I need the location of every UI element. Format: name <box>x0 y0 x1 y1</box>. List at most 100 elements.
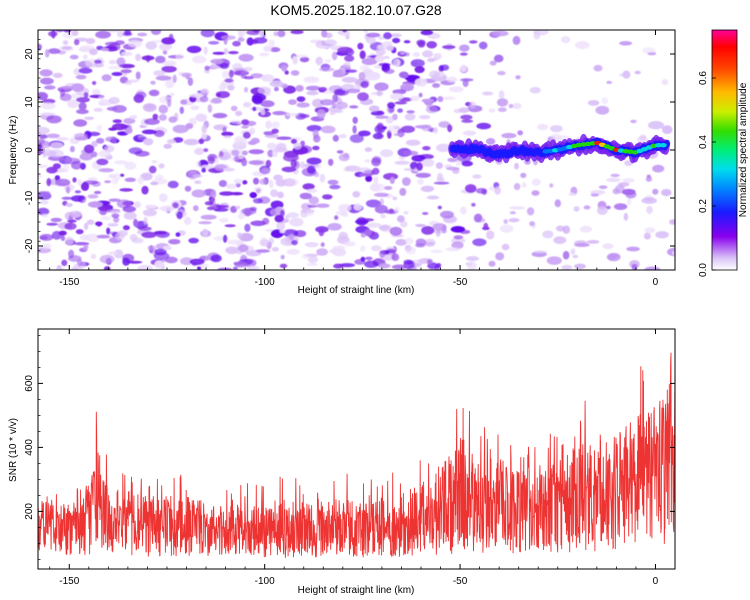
noise-blob <box>366 32 381 38</box>
noise-blob <box>215 204 229 209</box>
snr-x-axis: -150 -100 -50 0 <box>49 329 676 587</box>
noise-blob <box>124 127 133 134</box>
noise-blob <box>363 30 369 34</box>
noise-blob <box>422 212 429 215</box>
colorbar: 0.0 0.2 0.4 0.6 Normalized spectral amplitu… <box>698 29 749 277</box>
noise-blob <box>60 85 75 89</box>
noise-blob <box>141 231 157 238</box>
noise-blob <box>38 92 48 101</box>
noise-blob <box>587 100 600 106</box>
noise-blob <box>269 179 274 189</box>
noise-blob <box>320 99 334 106</box>
noise-blob <box>65 236 74 245</box>
noise-blob <box>415 172 431 178</box>
noise-blob <box>228 51 239 55</box>
noise-blob <box>150 30 162 35</box>
noise-blob <box>365 71 381 81</box>
noise-blob <box>302 183 315 190</box>
noise-blob <box>137 176 144 185</box>
noise-blob <box>606 177 621 183</box>
noise-blob <box>359 64 370 71</box>
noise-blob <box>424 238 436 247</box>
noise-blob <box>435 230 441 237</box>
noise-blob <box>508 218 520 223</box>
noise-blob <box>65 203 73 207</box>
noise-blob <box>202 228 209 238</box>
noise-blob <box>159 205 175 212</box>
noise-blob <box>242 180 248 185</box>
spectrogram-y-label: Frequency (Hz) <box>8 116 19 185</box>
noise-blob <box>378 36 385 40</box>
noise-blob <box>201 132 207 140</box>
noise-blob <box>397 215 405 223</box>
noise-blob <box>114 249 124 259</box>
noise-blob <box>332 134 339 142</box>
noise-blob <box>259 239 270 247</box>
noise-blob <box>383 32 392 40</box>
noise-blob <box>521 182 527 188</box>
noise-blob <box>343 152 350 159</box>
noise-blob <box>83 92 89 99</box>
noise-blob <box>304 242 319 248</box>
noise-blob <box>50 217 62 223</box>
noise-blob <box>495 252 505 261</box>
noise-blob <box>355 219 369 225</box>
noise-blob <box>398 71 409 79</box>
noise-blob <box>271 121 280 129</box>
noise-blob <box>196 160 201 168</box>
noise-blob <box>283 153 299 162</box>
noise-blob <box>414 66 425 74</box>
noise-blob <box>601 97 609 105</box>
noise-blob <box>115 231 125 241</box>
noise-blob <box>93 190 102 195</box>
noise-blob <box>230 192 244 196</box>
noise-blob <box>244 208 252 217</box>
noise-blob <box>338 204 352 212</box>
noise-blob <box>225 246 239 255</box>
noise-blob <box>219 62 229 69</box>
noise-blob <box>108 251 118 256</box>
noise-blob <box>188 237 199 244</box>
noise-blob <box>191 262 198 266</box>
noise-blob <box>248 160 264 166</box>
noise-blob <box>331 102 336 109</box>
noise-blob <box>99 207 107 216</box>
noise-blob <box>44 49 50 58</box>
noise-blob <box>512 35 521 45</box>
x-tick-label: -150 <box>59 576 79 587</box>
noise-blob <box>475 187 487 194</box>
noise-blob <box>463 130 476 136</box>
noise-blob <box>296 96 306 102</box>
noise-blob <box>168 239 181 245</box>
noise-blob <box>435 162 443 170</box>
noise-blob <box>40 77 54 85</box>
noise-blob <box>187 77 194 86</box>
noise-blob <box>381 41 393 47</box>
noise-blob <box>76 97 90 103</box>
noise-blob <box>46 178 52 187</box>
noise-blob <box>246 30 262 36</box>
noise-blob <box>234 261 248 268</box>
noise-blob <box>106 227 111 235</box>
noise-blob <box>280 255 285 260</box>
noise-blob <box>222 126 227 134</box>
noise-blob <box>237 37 245 42</box>
noise-blob <box>166 139 176 144</box>
noise-blob <box>465 184 477 193</box>
noise-blob <box>135 53 142 62</box>
noise-blob <box>108 42 121 52</box>
noise-blob <box>183 138 200 146</box>
noise-blob <box>76 109 89 115</box>
noise-blob <box>432 83 441 88</box>
noise-blob <box>364 159 371 163</box>
noise-blob <box>68 249 75 259</box>
noise-blob <box>238 53 254 62</box>
noise-blob <box>94 59 102 64</box>
snr-x-label: Height of straight line (km) <box>298 585 415 596</box>
noise-blob <box>212 51 226 55</box>
noise-blob <box>93 107 103 112</box>
noise-blob <box>549 183 554 188</box>
noise-blob <box>358 71 366 81</box>
noise-blob <box>104 145 115 153</box>
noise-blob <box>369 183 386 192</box>
